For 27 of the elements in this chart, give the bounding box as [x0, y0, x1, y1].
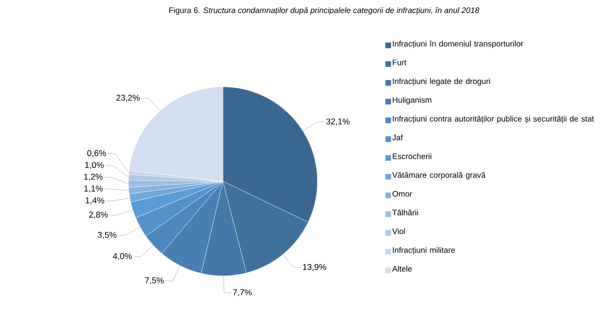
data-label: 13,9%: [303, 264, 326, 272]
data-label: 32,1%: [326, 118, 350, 126]
data-label: 1,4%: [86, 198, 104, 204]
data-label: 1,0%: [85, 162, 104, 170]
data-label: 23,2%: [116, 94, 140, 102]
data-label: 1,1%: [84, 186, 103, 193]
legend-label: Infracțiuni în domeniul transporturilor: [392, 40, 524, 48]
chart-title: Figura 6. Structura condamnaților după principalele categorii de infracțiuni, în anul 2018: [169, 7, 480, 15]
data-label: 0,6%: [87, 150, 106, 158]
legend-label: Jaf: [392, 134, 403, 140]
legend-label: Infracțiuni militare: [392, 247, 455, 255]
legend-label: Vătămare corporală gravă: [392, 172, 486, 180]
legend-label: Escrocherii: [392, 153, 432, 160]
legend-label: Tâlhării: [392, 210, 418, 216]
data-label: 2,8%: [89, 212, 108, 219]
legend-label: Furt: [392, 60, 406, 66]
legend-label: Viol: [392, 228, 405, 234]
data-label: 1,2%: [84, 174, 103, 181]
legend-label: Omor: [392, 191, 412, 197]
data-label: 7,5%: [145, 277, 164, 284]
legend-label: Infracțiuni contra autorităților publice și securității de stat: [392, 116, 594, 124]
data-label: 4,0%: [112, 253, 132, 260]
legend-label: Huliganism: [392, 97, 432, 105]
data-label: 7,7%: [233, 289, 252, 296]
legend-label: Infracțiuni legate de droguri: [392, 78, 490, 86]
legend-label: Altele: [392, 266, 412, 272]
data-label: 3,5%: [98, 232, 116, 239]
